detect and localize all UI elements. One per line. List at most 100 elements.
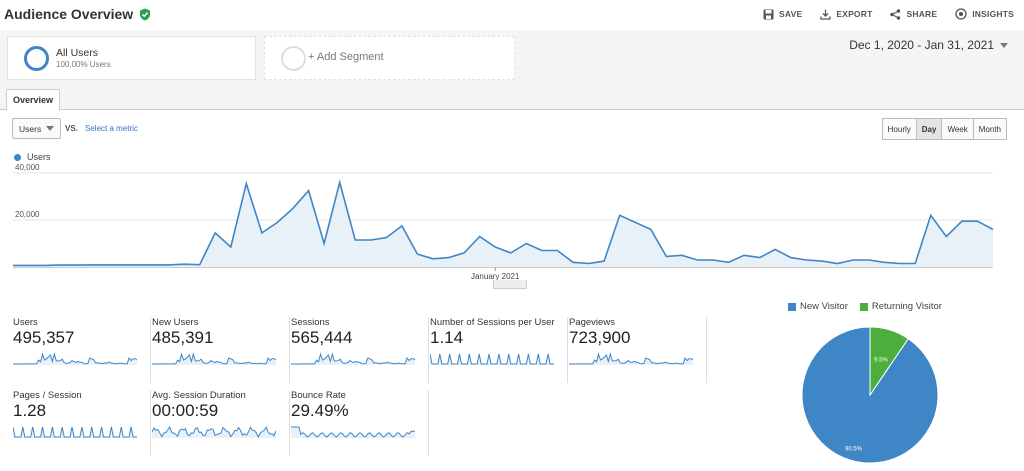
scorecard-sessions-per-user[interactable]: Number of Sessions per User 1.14	[430, 317, 568, 383]
users-point[interactable]	[508, 250, 514, 256]
users-point[interactable]	[897, 260, 903, 266]
users-point[interactable]	[943, 233, 949, 239]
chart-resize-handle[interactable]	[493, 280, 527, 289]
users-point[interactable]	[492, 244, 498, 250]
users-point[interactable]	[212, 230, 218, 236]
save-button[interactable]: SAVE	[763, 8, 802, 20]
users-point[interactable]	[912, 260, 918, 266]
users-point[interactable]	[103, 262, 109, 268]
users-point[interactable]	[10, 262, 16, 268]
users-point[interactable]	[554, 248, 560, 254]
users-point[interactable]	[383, 235, 389, 241]
users-point[interactable]	[88, 262, 94, 268]
users-point[interactable]	[414, 251, 420, 257]
share-button[interactable]: SHARE	[890, 8, 937, 20]
scorecard-avg-session-duration[interactable]: Avg. Session Duration 00:00:59	[152, 390, 290, 456]
x-tick-label: January 2021	[471, 272, 520, 281]
visitor-type-pie-chart: 90.5% 9.5%	[801, 326, 939, 464]
users-point[interactable]	[788, 255, 794, 261]
users-point[interactable]	[741, 252, 747, 258]
users-point[interactable]	[694, 257, 700, 263]
granularity-hourly-button[interactable]: Hourly	[881, 118, 917, 140]
users-point[interactable]	[321, 241, 327, 247]
users-point[interactable]	[134, 262, 140, 268]
users-point[interactable]	[803, 257, 809, 263]
users-point[interactable]	[539, 248, 545, 254]
users-point[interactable]	[834, 260, 840, 266]
users-point[interactable]	[726, 259, 732, 265]
users-point[interactable]	[819, 258, 825, 264]
users-point[interactable]	[772, 246, 778, 252]
scorecard-sparkline	[291, 352, 415, 365]
users-point[interactable]	[274, 219, 280, 225]
granularity-month-button[interactable]: Month	[972, 118, 1007, 140]
users-point[interactable]	[477, 233, 483, 239]
select-metric-link[interactable]: Select a metric	[85, 124, 138, 133]
scorecard-pages-per-session[interactable]: Pages / Session 1.28	[13, 390, 151, 456]
users-point[interactable]	[523, 241, 529, 247]
scorecard-value: 1.14	[430, 328, 464, 347]
segment-ring-icon	[24, 46, 49, 71]
users-point[interactable]	[337, 179, 343, 185]
users-point[interactable]	[306, 188, 312, 194]
scorecard-sparkline	[13, 352, 137, 365]
users-point[interactable]	[243, 181, 249, 187]
segment-all-users[interactable]: All Users 100.00% Users	[7, 36, 256, 80]
users-point[interactable]	[430, 256, 436, 262]
scorecard-sparkline	[569, 352, 693, 365]
add-segment-button[interactable]: + Add Segment	[264, 36, 515, 80]
export-button[interactable]: EXPORT	[820, 8, 872, 20]
users-point[interactable]	[866, 257, 872, 263]
users-point[interactable]	[959, 218, 965, 224]
users-point[interactable]	[290, 205, 296, 211]
users-point[interactable]	[663, 253, 669, 259]
users-point[interactable]	[166, 262, 172, 268]
users-point[interactable]	[26, 262, 32, 268]
pie-slice-label: 90.5%	[845, 446, 863, 452]
users-point[interactable]	[57, 262, 63, 268]
scorecard-new-users[interactable]: New Users 485,391	[152, 317, 290, 383]
granularity-week-button[interactable]: Week	[941, 118, 974, 140]
users-point[interactable]	[710, 257, 716, 263]
scorecard-bounce-rate[interactable]: Bounce Rate 29.49%	[291, 390, 429, 456]
users-point[interactable]	[352, 237, 358, 243]
users-point[interactable]	[72, 262, 78, 268]
users-point[interactable]	[181, 261, 187, 267]
users-point[interactable]	[881, 259, 887, 265]
users-point[interactable]	[679, 252, 685, 258]
users-point[interactable]	[399, 223, 405, 229]
users-point[interactable]	[197, 262, 203, 268]
scorecard-sessions[interactable]: Sessions 565,444	[291, 317, 429, 383]
granularity-day-button[interactable]: Day	[915, 118, 943, 140]
users-point[interactable]	[757, 255, 763, 261]
insights-button[interactable]: INSIGHTS	[955, 8, 1014, 20]
users-point[interactable]	[928, 212, 934, 218]
users-point[interactable]	[974, 218, 980, 224]
users-point[interactable]	[586, 260, 592, 266]
users-point[interactable]	[570, 259, 576, 265]
users-point[interactable]	[632, 219, 638, 225]
date-range-picker[interactable]: Dec 1, 2020 - Jan 31, 2021	[849, 38, 1008, 52]
metric-dropdown[interactable]: Users	[12, 118, 61, 139]
users-point[interactable]	[990, 226, 996, 232]
pie-slice-returning-visitor[interactable]	[869, 326, 909, 397]
chevron-down-icon	[1000, 42, 1008, 48]
users-point[interactable]	[617, 212, 623, 218]
users-point[interactable]	[41, 262, 47, 268]
users-point[interactable]	[150, 262, 156, 268]
users-point[interactable]	[259, 230, 265, 236]
users-point[interactable]	[119, 262, 125, 268]
scorecard-pageviews[interactable]: Pageviews 723,900	[569, 317, 707, 383]
scorecard-users[interactable]: Users 495,357	[13, 317, 151, 383]
users-point[interactable]	[368, 237, 374, 243]
y-tick-label: 40,000	[15, 163, 40, 172]
users-point[interactable]	[228, 244, 234, 250]
users-point[interactable]	[850, 257, 856, 263]
users-point[interactable]	[601, 258, 607, 264]
tab-overview[interactable]: Overview	[6, 89, 61, 111]
users-point[interactable]	[446, 255, 452, 261]
users-point[interactable]	[648, 226, 654, 232]
scorecard-label: Sessions	[291, 317, 330, 328]
users-point[interactable]	[461, 250, 467, 256]
sparkline-area	[291, 354, 415, 365]
